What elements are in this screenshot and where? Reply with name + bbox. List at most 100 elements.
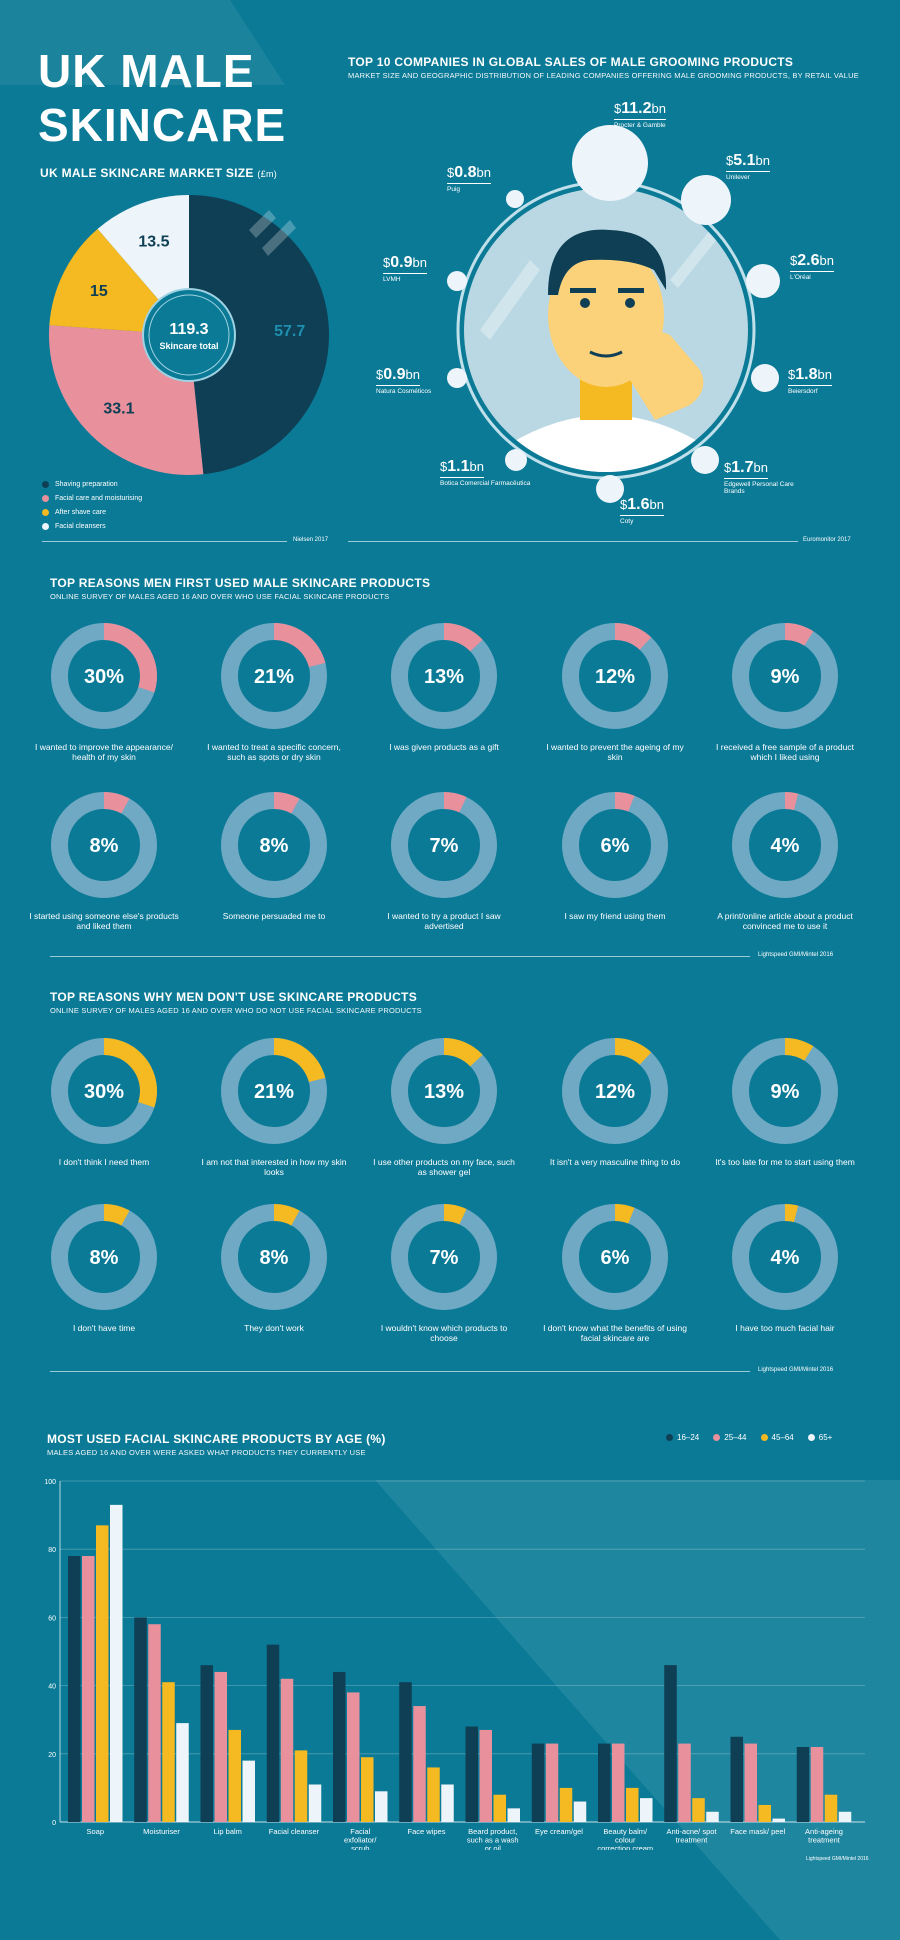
donut-segment — [785, 1038, 814, 1061]
divider — [348, 541, 798, 542]
donut-item: 4% A print/online article about a product… — [701, 789, 869, 931]
donut-segment — [785, 792, 799, 811]
donut-percent: 6% — [601, 835, 630, 857]
amount: 2.6 — [797, 252, 820, 269]
donut-label: Someone persuaded me to — [222, 911, 326, 921]
legend-swatch — [42, 509, 49, 516]
donut-percent: 8% — [90, 835, 119, 857]
company-beiersdorf: $1.8bn Beiersdorf — [788, 366, 832, 395]
reasons-used-source: Lightspeed GMI/Mintel 2016 — [758, 952, 834, 958]
x-tick-label: Moisturiser — [143, 1827, 180, 1836]
bubble-botica — [505, 449, 527, 471]
legend-label: After shave care — [55, 509, 106, 516]
pie-center-value: 119.3 — [169, 321, 208, 338]
currency: $ — [724, 460, 732, 475]
donut-chart: 4% — [732, 1204, 838, 1310]
reasons-used-subheading: ONLINE SURVEY OF MALES AGED 16 AND OVER … — [50, 592, 390, 601]
donut-item: 6% I don't know what the benefits of usin… — [531, 1201, 699, 1343]
bar-25-44-6 — [479, 1729, 492, 1822]
legend-45-64: 45–64 — [760, 1433, 794, 1442]
bar-45-64-6 — [493, 1794, 506, 1822]
legend-facial-care: Facial care and moisturising — [42, 495, 142, 502]
amount: 5.1 — [733, 152, 756, 169]
market-heading: UK MALE SKINCARE MARKET SIZE (£m) — [40, 166, 277, 180]
company-value: $1.7bn — [724, 459, 768, 479]
x-tick-label: or oil — [485, 1844, 502, 1850]
donut-chart: 6% — [562, 1204, 668, 1310]
legend-label: Facial cleansers — [55, 523, 106, 530]
mouth — [589, 350, 623, 358]
company-value: $2.6bn — [790, 252, 834, 272]
companies-source: Euromonitor 2017 — [803, 537, 851, 543]
donut-label: They don't work — [244, 1323, 304, 1333]
donut-segment — [785, 623, 814, 646]
x-tick-label: treatment — [676, 1836, 709, 1845]
donut-percent: 30% — [84, 1081, 124, 1103]
company-unilever: $5.1bn Unilever — [726, 152, 770, 181]
legend-label: Facial care and moisturising — [55, 495, 143, 502]
legend-cleansers: Facial cleansers — [42, 523, 106, 530]
bar-25-44-4 — [347, 1692, 360, 1822]
company-value: $1.8bn — [788, 366, 832, 386]
legend-label: 16–24 — [677, 1433, 700, 1442]
legend-label: 25–44 — [724, 1433, 747, 1442]
donut-percent: 8% — [260, 835, 289, 857]
donut-chart: 30% — [51, 623, 157, 729]
donut-label: I am not that interested in how my skin … — [201, 1157, 347, 1177]
bar-45-64-2 — [228, 1729, 241, 1822]
donut-segment — [444, 1038, 483, 1067]
bubble-lvmh — [447, 271, 467, 291]
amount: 11.2 — [621, 100, 652, 117]
company-value: $0.9bn — [376, 366, 420, 386]
bar-65--9 — [706, 1811, 719, 1822]
reasons-used-heading: TOP REASONS MEN FIRST USED MALE SKINCARE… — [50, 576, 431, 590]
bar-65--0 — [110, 1504, 123, 1822]
legend-shaving: Shaving preparation — [42, 481, 118, 488]
bar-25-44-8 — [612, 1743, 625, 1822]
company-name: Coty — [620, 518, 634, 525]
bar-25-44-1 — [148, 1624, 161, 1822]
glare — [249, 210, 276, 238]
legend-swatch — [42, 523, 49, 530]
donut-percent: 9% — [771, 1081, 800, 1103]
bar-16-24-11 — [796, 1746, 810, 1822]
pie-label-after-shave: 15 — [90, 283, 108, 300]
currency: $ — [790, 253, 798, 268]
legend-65-plus: 65+ — [807, 1433, 832, 1442]
donut-percent: 9% — [771, 666, 800, 688]
donut-label: I wanted to improve the appearance/ heal… — [35, 742, 173, 762]
donut-item: 30% I wanted to improve the appearance/ h… — [20, 620, 188, 762]
market-source: Nielsen 2017 — [293, 537, 329, 543]
bubble-beiersdorf — [751, 364, 779, 392]
unit: bn — [476, 165, 491, 180]
amount: 1.1 — [447, 458, 470, 475]
donut-chart: 7% — [391, 792, 497, 898]
donut-percent: 12% — [595, 1081, 635, 1103]
market-pie-chart: 57.7 33.1 15 13.5 119.3 Skincare total — [49, 195, 330, 476]
bar-16-24-2 — [200, 1665, 213, 1822]
donut-item: 7% I wanted to try a product I saw advert… — [360, 789, 528, 931]
bar-45-64-4 — [361, 1757, 374, 1822]
donut-segment — [274, 1038, 326, 1083]
unit: bn — [469, 459, 484, 474]
donut-chart: 13% — [391, 623, 497, 729]
bar-legend: 16–24 25–44 45–64 65+ — [666, 1433, 832, 1442]
donut-label: A print/online article about a product c… — [717, 911, 853, 931]
glare — [262, 220, 296, 256]
bar-45-64-7 — [559, 1787, 573, 1822]
donut-segment — [274, 623, 326, 668]
donut-item: 8% They don't work — [190, 1201, 358, 1333]
x-tick-label: Anti-acne/ spot — [666, 1827, 717, 1836]
bar-25-44-2 — [214, 1671, 227, 1822]
hand — [630, 332, 704, 420]
company-name: Beiersdorf — [788, 388, 818, 395]
left-eye — [580, 298, 590, 308]
title-line1: UK MALE — [38, 45, 255, 97]
x-tick-label: correction cream — [597, 1844, 653, 1850]
legend-label: Shaving preparation — [55, 481, 118, 488]
donut-percent: 8% — [260, 1247, 289, 1269]
x-tick-label: scrub — [351, 1844, 369, 1850]
donut-label: I use other products on my face, such as… — [373, 1157, 515, 1177]
donut-label: I was given products as a gift — [389, 742, 499, 752]
amount: 1.6 — [627, 496, 650, 513]
